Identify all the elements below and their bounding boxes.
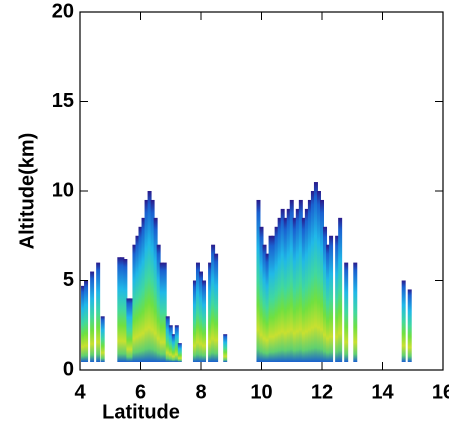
echo-column xyxy=(271,235,276,362)
echo-column xyxy=(274,226,279,362)
plot-data xyxy=(81,182,412,362)
echo-column xyxy=(123,259,128,362)
echo-column xyxy=(165,316,170,362)
echo-column xyxy=(192,280,197,362)
echo-column xyxy=(268,235,273,362)
echo-column xyxy=(150,199,155,362)
echo-column xyxy=(138,226,143,362)
echo-column xyxy=(126,298,131,362)
echo-column xyxy=(96,262,101,362)
echo-column xyxy=(81,285,86,362)
echo-column xyxy=(208,262,213,362)
echo-column xyxy=(84,280,89,362)
echo-column xyxy=(304,208,309,362)
echo-column xyxy=(289,199,294,362)
echo-column xyxy=(223,334,228,362)
y-tick-label: 10 xyxy=(52,179,74,201)
y-axis-label: Altitude(km) xyxy=(16,133,38,250)
echo-column xyxy=(147,191,152,362)
x-tick-label: 14 xyxy=(371,381,394,403)
x-tick-label: 6 xyxy=(135,381,146,403)
echo-column xyxy=(156,244,161,362)
echo-column xyxy=(329,235,334,362)
echo-column xyxy=(407,289,412,362)
echo-column xyxy=(298,199,303,362)
echo-column xyxy=(338,217,343,362)
echo-column xyxy=(313,182,318,362)
echo-column xyxy=(295,208,300,362)
echo-column xyxy=(168,325,173,362)
echo-column xyxy=(280,208,285,362)
echo-column xyxy=(129,298,134,362)
echo-column xyxy=(335,235,340,362)
echo-column xyxy=(277,217,282,362)
echo-column xyxy=(286,208,291,362)
echo-column xyxy=(353,262,358,362)
echo-column xyxy=(344,262,349,362)
echo-column xyxy=(159,262,164,362)
echo-column xyxy=(301,217,306,362)
echo-column xyxy=(320,199,324,362)
echo-column xyxy=(162,262,167,362)
x-axis-label: Latitude xyxy=(102,401,180,423)
echo-column xyxy=(262,244,267,362)
echo-column xyxy=(310,191,315,362)
echo-column xyxy=(256,199,261,362)
echo-column xyxy=(100,316,105,362)
echo-column xyxy=(307,199,312,362)
echo-column xyxy=(265,253,270,362)
echo-column xyxy=(144,199,149,362)
echo-column xyxy=(120,257,125,362)
echo-column xyxy=(153,217,158,362)
echo-column xyxy=(117,257,122,362)
echo-column xyxy=(316,191,321,362)
x-tick-label: 12 xyxy=(311,381,333,403)
echo-column xyxy=(326,244,331,362)
echo-column xyxy=(90,271,95,362)
x-tick-label: 10 xyxy=(250,381,272,403)
echo-column xyxy=(174,325,179,362)
echo-column xyxy=(202,280,207,362)
x-tick-label: 16 xyxy=(432,381,449,403)
echo-column xyxy=(211,244,216,362)
y-tick-label: 5 xyxy=(63,269,74,291)
x-tick-label: 8 xyxy=(195,381,206,403)
echo-column xyxy=(195,262,200,362)
echo-column xyxy=(132,244,137,362)
echo-column xyxy=(401,280,406,362)
echo-column xyxy=(199,271,203,362)
echo-column xyxy=(292,217,297,362)
y-tick-label: 15 xyxy=(52,90,74,112)
echo-column xyxy=(214,253,219,362)
echo-column xyxy=(171,334,176,362)
x-tick-label: 4 xyxy=(74,381,86,403)
y-tick-label: 0 xyxy=(63,358,74,380)
echo-column xyxy=(141,217,146,362)
echo-column xyxy=(259,226,264,362)
echo-column xyxy=(283,217,288,362)
y-tick-label: 20 xyxy=(52,0,74,22)
echo-column xyxy=(177,343,182,362)
echo-column xyxy=(135,235,140,362)
echo-column xyxy=(323,226,328,362)
